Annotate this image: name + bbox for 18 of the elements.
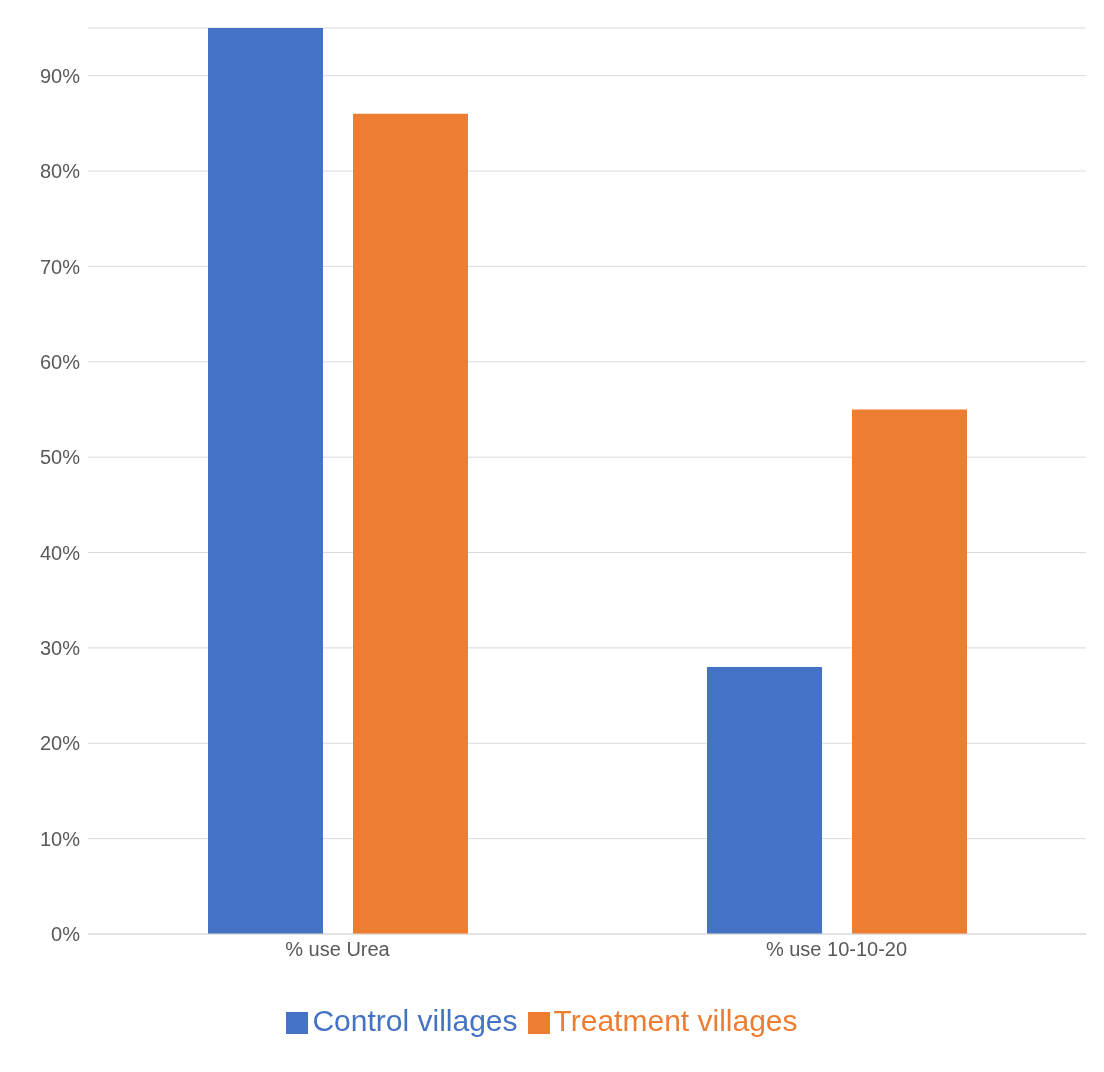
y-tick-label: 0% bbox=[51, 923, 81, 946]
y-tick-label: 70% bbox=[39, 255, 81, 278]
y-tick-label: 60% bbox=[39, 350, 81, 373]
legend-label: Control villages bbox=[312, 1004, 518, 1037]
y-tick-label: 80% bbox=[39, 160, 81, 183]
y-tick-label: 50% bbox=[39, 446, 81, 469]
x-tick-label: % use 10-10-20 bbox=[765, 938, 908, 961]
y-tick-label: 40% bbox=[39, 541, 81, 564]
legend-label: Treatment villages bbox=[553, 1004, 798, 1037]
y-tick-label: 10% bbox=[39, 827, 81, 850]
bar bbox=[852, 409, 967, 934]
bar bbox=[208, 28, 323, 934]
bar bbox=[707, 666, 822, 934]
y-tick-label: 30% bbox=[39, 636, 81, 659]
y-tick-label: 90% bbox=[39, 64, 81, 87]
y-tick-label: 20% bbox=[39, 732, 81, 755]
x-tick-label: % use Urea bbox=[285, 938, 391, 961]
bar bbox=[353, 113, 468, 934]
